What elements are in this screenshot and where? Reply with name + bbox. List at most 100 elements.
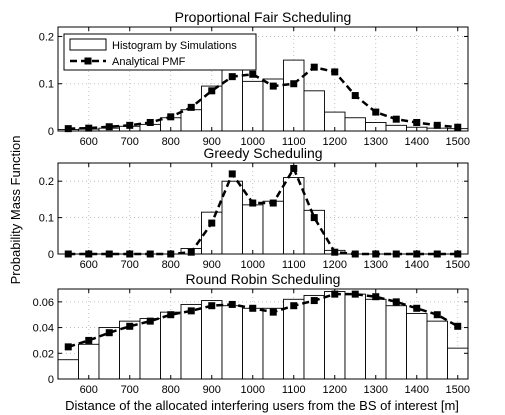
histogram-bar [242, 80, 264, 132]
histogram-bar [385, 305, 407, 380]
y-tick-label: 0.06 [33, 297, 54, 309]
pmf-marker [105, 329, 113, 337]
pmf-marker [167, 113, 175, 121]
histogram-bar [365, 298, 387, 380]
histogram-bar [180, 303, 202, 380]
x-tick-label: 800 [162, 384, 180, 396]
y-tick-label: 0.2 [39, 31, 54, 43]
axes-frame [57, 26, 469, 132]
x-tick-label: 1300 [364, 384, 388, 396]
pmf-marker [105, 123, 113, 131]
shared-x-axis-label: Distance of the allocated interfering us… [65, 398, 459, 413]
pmf-marker [208, 219, 216, 227]
pmf-marker [454, 322, 462, 330]
x-tick-label: 1500 [446, 384, 470, 396]
histogram-bar [344, 293, 366, 380]
pmf-marker [290, 302, 298, 310]
x-tick-label: 1200 [323, 384, 347, 396]
y-tick-label: 0 [48, 249, 54, 261]
x-tick-label: 1400 [405, 384, 429, 396]
histogram-bar [303, 294, 325, 380]
y-tick-label: 0.02 [33, 348, 54, 360]
x-tick-label: 700 [121, 384, 139, 396]
pmf-marker [126, 121, 134, 129]
pmf-marker [208, 302, 216, 310]
histogram-bar [139, 318, 161, 380]
x-tick-label: 1500 [446, 136, 470, 148]
shared-y-axis-label: Probability Mass Function [8, 136, 23, 285]
panel-pf: 600 700 800 900 1000 1100 1200 1300 1400 1500 0 0.1… [39, 9, 470, 148]
histogram-bar [447, 347, 469, 380]
histogram-bar [78, 343, 100, 380]
pmf-marker [64, 343, 72, 351]
x-tick-label: 1300 [364, 259, 388, 271]
x-tick-label: 1500 [446, 259, 470, 271]
axes-frame [57, 162, 469, 255]
histogram-bar [283, 298, 305, 380]
pmf-marker [331, 290, 339, 298]
pmf-marker [64, 125, 72, 133]
histogram-bar [303, 90, 325, 132]
legend-label-pmf: Analytical PMF [112, 56, 186, 68]
pmf-marker [331, 68, 339, 76]
histogram-bar [57, 359, 79, 380]
x-tick-label: 600 [80, 259, 98, 271]
x-tick-label: 1000 [241, 384, 265, 396]
x-tick-label: 1200 [323, 136, 347, 148]
pmf-marker [228, 73, 236, 81]
x-tick-label: 1200 [323, 259, 347, 271]
x-tick-label: 1400 [405, 259, 429, 271]
x-tick-label: 1100 [282, 384, 306, 396]
histogram-bar [201, 300, 223, 380]
x-tick-label: 600 [80, 136, 98, 148]
pmf-marker [310, 63, 318, 71]
pmf-marker [146, 118, 154, 126]
subplots: 600 700 800 900 1000 1100 1200 1300 1400 1500 0 0.1… [33, 9, 470, 396]
pmf-marker [310, 214, 318, 222]
pmf-marker [167, 311, 175, 319]
pmf-marker [269, 82, 277, 90]
histogram-bar [324, 291, 346, 380]
x-tick-label: 1000 [241, 259, 265, 271]
pmf-line [68, 165, 458, 256]
pmf-marker [249, 304, 257, 312]
pmf-marker [372, 108, 380, 116]
pmf-marker [249, 199, 257, 207]
pmf-marker [187, 248, 195, 256]
pmf-marker [228, 300, 236, 308]
x-tick-label: 800 [162, 259, 180, 271]
pmf-marker [433, 311, 441, 319]
panel-rr: 600 700 800 900 1000 1100 1200 1300 1400 1500 0 0.0… [33, 271, 470, 396]
pmf-marker [208, 87, 216, 95]
pmf-marker [269, 199, 277, 207]
pmf-marker [413, 118, 421, 126]
pmf-marker [290, 80, 298, 88]
histogram-bar [180, 109, 202, 132]
pmf-marker [146, 317, 154, 325]
subplot-title-greedy: Greedy Scheduling [203, 145, 322, 161]
legend-label-histogram: Histogram by Simulations [112, 40, 237, 52]
pmf-marker [310, 297, 318, 305]
pmf-marker [433, 121, 441, 129]
x-tick-label: 1000 [241, 136, 265, 148]
histogram-bar [242, 204, 264, 255]
x-tick-label: 1400 [405, 136, 429, 148]
pmf-marker [372, 293, 380, 301]
x-tick-label: 700 [121, 136, 139, 148]
pmf-marker [269, 308, 277, 316]
y-tick-label: 0.1 [39, 79, 54, 91]
x-tick-label: 1100 [282, 136, 306, 148]
y-tick-label: 0.04 [33, 323, 54, 335]
pmf-marker [85, 336, 93, 344]
pmf-marker [413, 304, 421, 312]
histogram-bar [160, 311, 182, 380]
histogram-bar [283, 177, 305, 255]
panel-greedy: 600 700 800 900 1000 1100 1200 1300 1400 1500 0 0.1… [39, 145, 470, 271]
pmf-marker [249, 70, 257, 78]
pmf-marker [187, 307, 195, 315]
pmf-marker [392, 298, 400, 306]
pmf-marker [392, 115, 400, 123]
x-tick-label: 800 [162, 136, 180, 148]
histogram-bar [262, 200, 284, 255]
histogram-bar [262, 307, 284, 380]
